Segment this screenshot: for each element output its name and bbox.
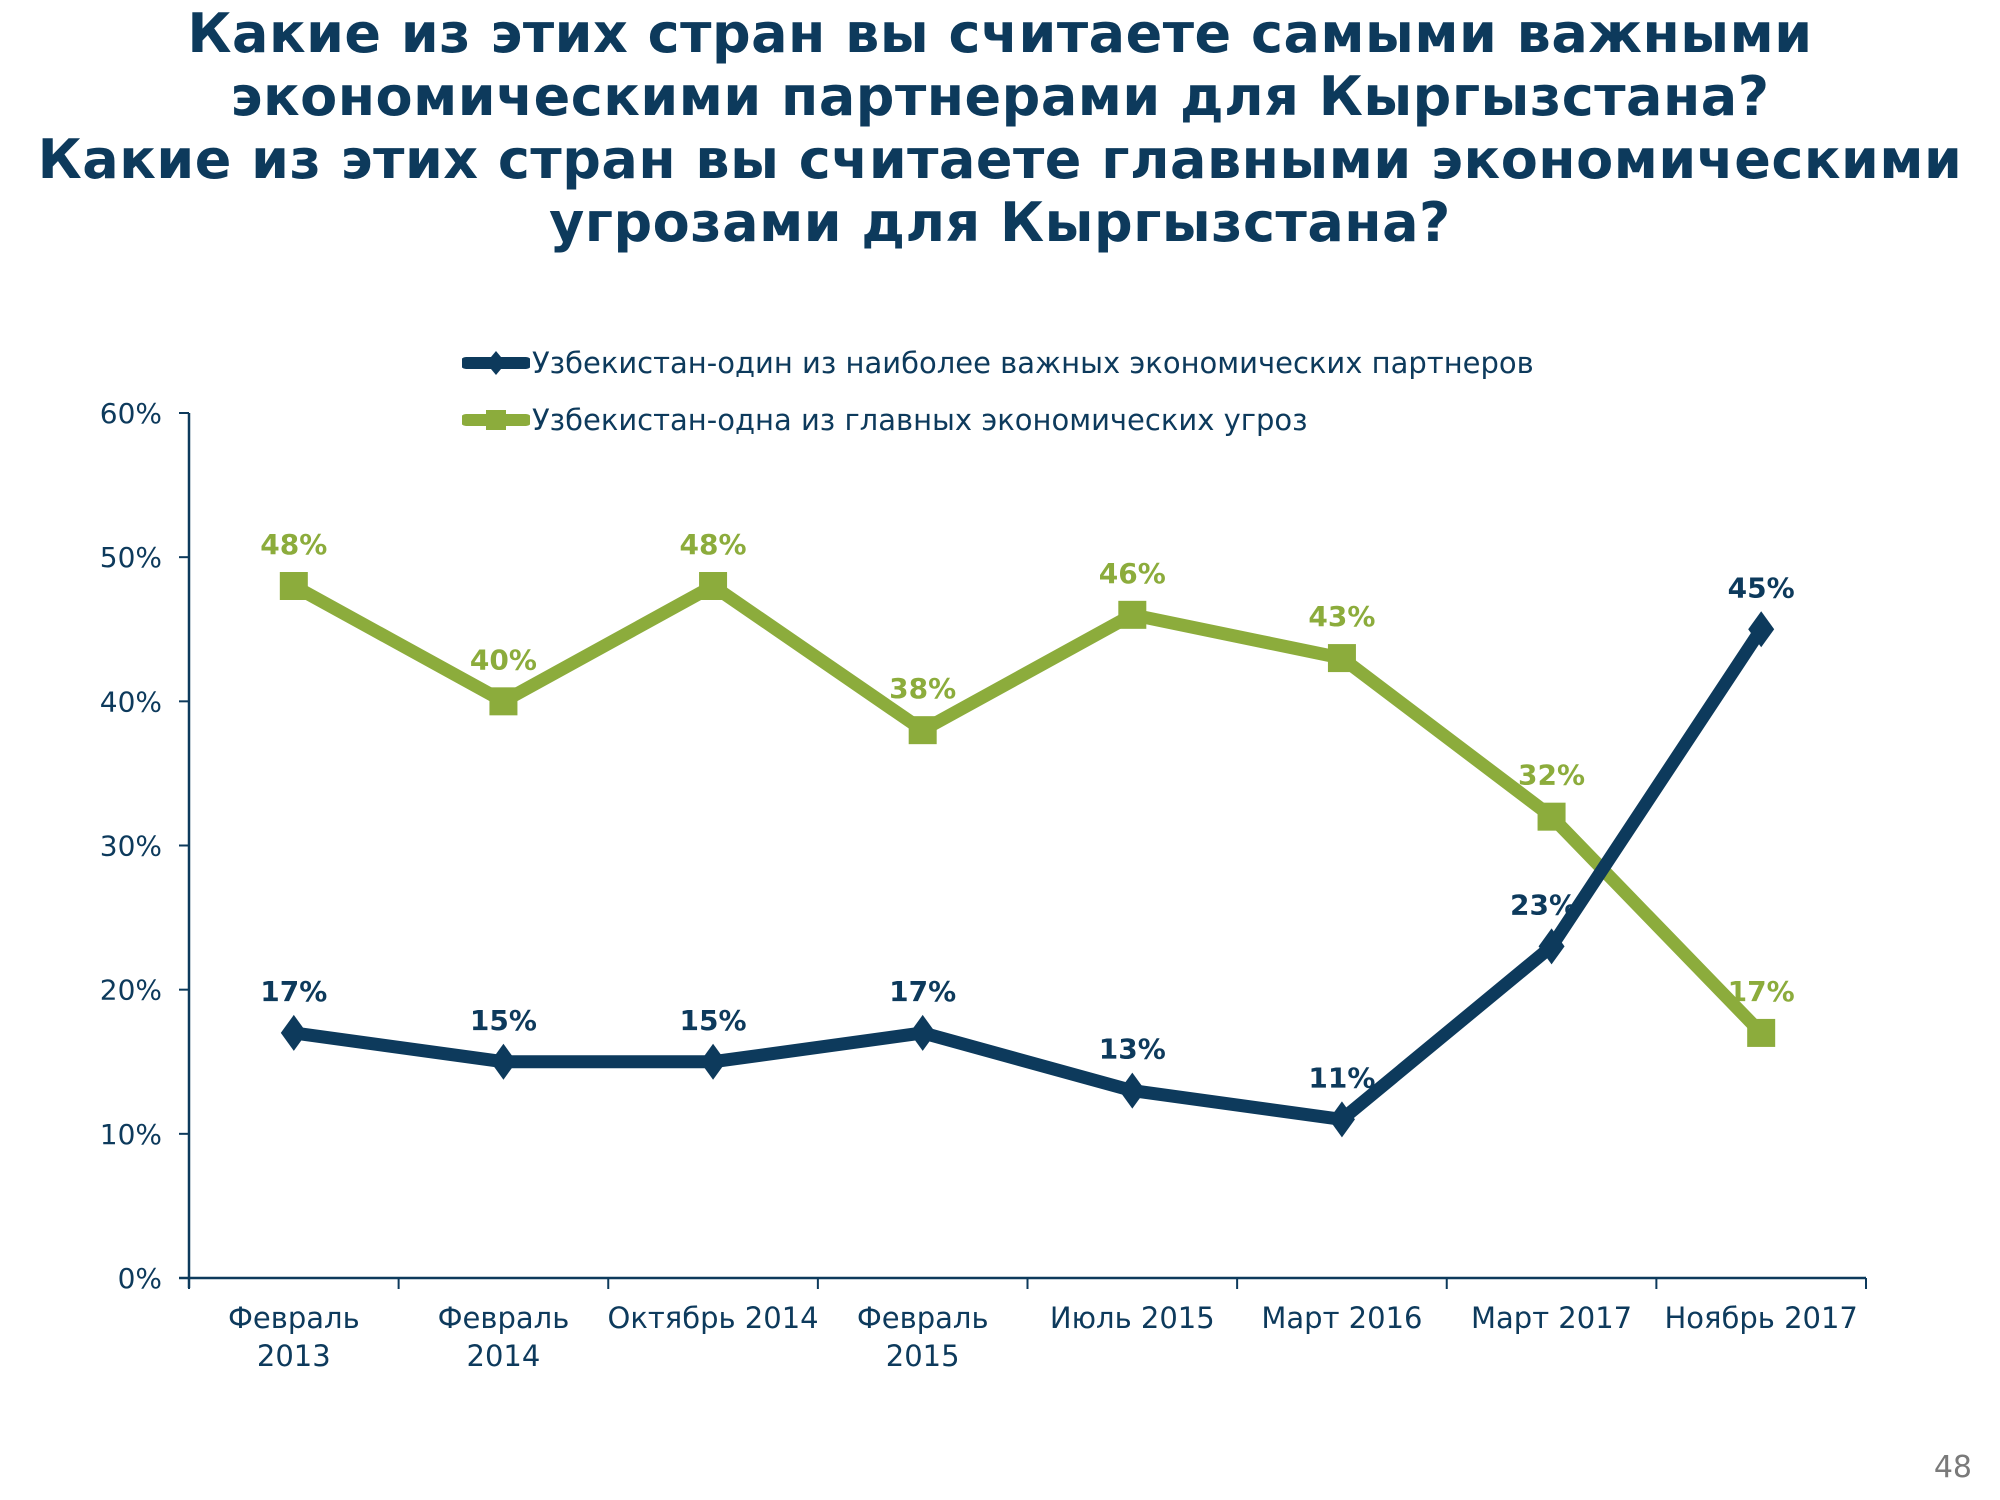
x-tick-label-line: Ноябрь 2017: [1664, 1301, 1857, 1335]
y-tick-label: 0%: [118, 1262, 162, 1295]
data-point-square: [1747, 1018, 1776, 1047]
data-label: 13%: [1099, 1033, 1166, 1066]
data-point-diamond: [1538, 928, 1565, 965]
series-line: [292, 625, 1767, 1127]
x-tick-label-line: 2013: [257, 1339, 331, 1373]
data-point-diamond: [1748, 611, 1775, 648]
legend-marker: [486, 350, 506, 375]
series-line: [290, 578, 1766, 1038]
data-point-diamond: [1328, 1101, 1355, 1138]
chart-legend: Узбекистан-один из наиболее важных эконо…: [462, 334, 1534, 448]
data-point-diamond: [909, 1014, 936, 1051]
data-point-diamond: [1119, 1072, 1146, 1109]
series-partner: [280, 611, 1775, 1138]
x-tick-label-line: Февраль: [857, 1301, 989, 1335]
data-point-diamond: [280, 1014, 307, 1051]
y-tick-label: 10%: [100, 1118, 162, 1151]
x-tick-label: Ноябрь 2017: [1664, 1301, 1857, 1335]
series-threat: [279, 572, 1776, 1047]
data-label: 45%: [1728, 571, 1795, 604]
x-tick-label-line: Март 2017: [1471, 1301, 1632, 1335]
x-tick-label: Февраль 2014: [438, 1301, 570, 1373]
square-line-icon: [462, 409, 530, 430]
data-label: 48%: [260, 528, 327, 561]
y-tick-label: 50%: [100, 541, 162, 574]
legend-marker: [486, 409, 506, 430]
legend-item-threat: Узбекистан-одна из главных экономических…: [462, 391, 1534, 448]
title-line: Какие из этих стран вы считаете самыми в…: [187, 2, 1813, 65]
data-label: 48%: [680, 528, 747, 561]
x-tick-label: Октябрь 2014: [608, 1301, 819, 1335]
data-point-square: [279, 572, 308, 600]
chart-title: Какие из этих стран вы считаете самыми в…: [0, 0, 2000, 254]
diamond-line-icon: [462, 350, 530, 375]
data-point-square: [699, 572, 728, 600]
title-line: экономическими партнерами для Кыргызстан…: [230, 65, 1770, 128]
x-tick-label: Февраль 2015: [857, 1301, 989, 1373]
y-tick-label: 20%: [100, 974, 162, 1007]
data-point-diamond: [700, 1043, 727, 1080]
data-point-square: [1118, 600, 1147, 629]
x-tick-label-line: 2015: [886, 1339, 960, 1373]
y-tick-label: 30%: [100, 830, 162, 863]
x-tick-label: Март 2016: [1261, 1301, 1422, 1335]
data-label: 38%: [889, 672, 956, 705]
x-tick-label: Март 2017: [1471, 1301, 1632, 1335]
x-tick-label-line: Июль 2015: [1050, 1301, 1215, 1335]
data-label: 17%: [260, 975, 327, 1008]
data-point-square: [1537, 802, 1566, 831]
data-label: 11%: [1308, 1061, 1375, 1094]
series-layer: [279, 572, 1776, 1138]
x-axis: Февраль 2013 Февраль 2014 Октябрь 2014 Феврал…: [179, 1276, 1867, 1373]
data-label: 43%: [1308, 600, 1375, 633]
x-tick-label: Февраль 2013: [228, 1301, 360, 1373]
legend-label: Узбекистан-одна из главных экономических…: [532, 402, 1308, 437]
data-label: 40%: [470, 643, 537, 676]
x-tick-label-line: Октябрь 2014: [608, 1301, 819, 1335]
data-label: 17%: [1728, 975, 1795, 1008]
legend-item-partner: Узбекистан-один из наиболее важных эконо…: [462, 334, 1534, 391]
x-tick-label: Июль 2015: [1050, 1301, 1215, 1335]
data-point-square: [908, 716, 937, 745]
title-line: Какие из этих стран вы считаете главными…: [37, 128, 1963, 191]
title-line: угрозами для Кыргызстана?: [549, 191, 1451, 254]
y-tick-label: 40%: [100, 685, 162, 718]
page-number: 48: [1933, 1450, 1972, 1485]
y-axis: 0% 10% 20% 30% 40% 50% 60%: [100, 397, 191, 1295]
data-point-square: [489, 687, 518, 716]
data-label: 32%: [1518, 759, 1585, 792]
data-label: 23%: [1510, 888, 1577, 921]
data-label: 15%: [470, 1004, 537, 1037]
data-label: 15%: [680, 1004, 747, 1037]
x-tick-label-line: Февраль: [228, 1301, 360, 1335]
x-tick-label-line: Февраль: [438, 1301, 570, 1335]
y-tick-label: 60%: [100, 397, 162, 430]
data-point-diamond: [490, 1043, 517, 1080]
data-labels-layer: 17% 15% 15% 17% 13% 11% 23% 45% 48% 40% 48% 38% 46% 4…: [260, 528, 1794, 1094]
data-label: 17%: [889, 975, 956, 1008]
x-tick-label-line: Март 2016: [1261, 1301, 1422, 1335]
data-point-square: [1327, 644, 1356, 673]
x-tick-label-line: 2014: [467, 1339, 541, 1373]
data-label: 46%: [1099, 557, 1166, 590]
legend-label: Узбекистан-один из наиболее важных эконо…: [532, 345, 1534, 380]
